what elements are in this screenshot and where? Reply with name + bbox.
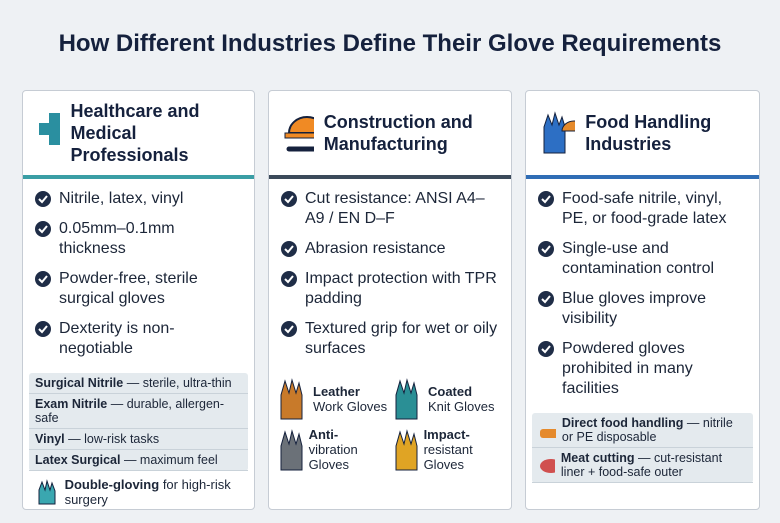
bullet: Blue gloves improve visibility: [538, 289, 749, 329]
bullet: Textured grip for wet or oily surfaces: [281, 319, 501, 359]
bullet-list: Food-safe nitrile, vinyl, PE, or food-gr…: [526, 179, 759, 413]
icon: [35, 271, 51, 287]
icon: [35, 321, 51, 337]
text: Nitrile, latex, vinyl: [59, 190, 184, 207]
healthcare-card: Healthcare and Medical Professionals Nit…: [22, 90, 255, 510]
bullet: 0.05mm–0.1mm thickness: [35, 219, 244, 259]
text: vibration Gloves: [308, 442, 358, 472]
text: Powder-free, sterile surgical gloves: [59, 270, 198, 307]
text: Impact-: [423, 427, 470, 442]
text: Coated: [428, 384, 473, 399]
table-row: Meat cutting — cut-resistant liner + foo…: [532, 448, 753, 483]
table-row: Surgical Nitrile — sterile, ultra-thin: [29, 373, 248, 394]
text: Anti-: [308, 427, 339, 442]
glove-item: Coated Knit Gloves: [392, 377, 503, 421]
text: Meat cutting: [560, 451, 635, 465]
text: Cut resistance: ANSI A4–A9 / EN D–F: [305, 190, 485, 227]
medical-icon: [39, 113, 61, 152]
table-row: Vinyl — low-risk tasks: [29, 429, 248, 450]
text: Single-use and contamination control: [562, 240, 715, 277]
bullet: Powder-free, sterile surgical gloves: [35, 269, 244, 309]
card-heading: Food Handling Industries: [585, 112, 712, 154]
text: — maximum feel: [123, 453, 218, 467]
bullet-list: Nitrile, latex, vinyl 0.05mm–0.1mm thick…: [23, 179, 254, 373]
text: Latex Surgical: [35, 453, 121, 467]
icon: [280, 378, 303, 420]
icon: [395, 378, 418, 420]
bullet: Single-use and contamination control: [538, 239, 749, 279]
text: — durable, allergen-safe: [35, 397, 225, 425]
construction-card: Construction and Manufacturing Cut resis…: [268, 90, 512, 510]
text: Work Gloves: [313, 399, 388, 414]
icon: [538, 341, 554, 357]
food-icon: [543, 111, 576, 154]
text: — cut-resistant liner + food-safe outer: [560, 451, 723, 479]
icon: [281, 271, 297, 287]
text: Surgical Nitrile: [35, 376, 124, 390]
card-header: Food Handling Industries: [526, 91, 759, 179]
text: Leather: [313, 384, 360, 399]
icon: [35, 221, 51, 237]
text: — nitrile or PE disposable: [561, 416, 733, 444]
icon: [35, 191, 51, 207]
text: Dexterity is non-negotiable: [59, 320, 175, 357]
table-row: Direct food handling — nitrile or PE dis…: [532, 413, 753, 448]
glove-item: Anti-vibration Gloves: [277, 427, 388, 472]
icon: [281, 241, 297, 257]
icon: [538, 291, 554, 307]
page-title: How Different Industries Define Their Gl…: [58, 30, 722, 57]
tools-icon: [284, 116, 314, 152]
glove-icon: [38, 479, 56, 505]
bullet: Impact protection with TPR padding: [281, 269, 501, 309]
table-row: Exam Nitrile — durable, allergen-safe: [29, 394, 248, 429]
text: resistant Gloves: [423, 442, 473, 472]
text: Powdered gloves prohibited in many facil…: [562, 340, 693, 397]
icon: [281, 191, 297, 207]
glove-table: Surgical Nitrile — sterile, ultra-thin E…: [29, 373, 248, 471]
text: Food-safe nitrile, vinyl, PE, or food-gr…: [562, 190, 727, 227]
text: Impact protection with TPR padding: [305, 270, 497, 307]
food-card: Food Handling Industries Food-safe nitri…: [525, 90, 760, 510]
icon: [538, 191, 554, 207]
text: Textured grip for wet or oily surfaces: [305, 320, 498, 357]
text: for high-risk surgery: [64, 477, 231, 507]
table-row: Latex Surgical — maximum feel: [29, 450, 248, 471]
glove-item: Impact-resistant Gloves: [392, 427, 503, 472]
card-heading: Construction and Manufacturing: [323, 112, 473, 154]
text: — low-risk tasks: [68, 432, 160, 446]
bullet: Cut resistance: ANSI A4–A9 / EN D–F: [281, 189, 501, 229]
text: Abrasion resistance: [305, 240, 446, 257]
icon: [540, 459, 555, 473]
text: Exam Nitrile: [35, 397, 108, 411]
bullet: Food-safe nitrile, vinyl, PE, or food-gr…: [538, 189, 749, 229]
text: Knit Gloves: [428, 399, 495, 414]
glove-grid: Leather Work Gloves Coated Knit Gloves Ant…: [269, 373, 511, 476]
bullet: Nitrile, latex, vinyl: [35, 189, 244, 209]
card-header: Healthcare and Medical Professionals: [23, 91, 254, 179]
icon: [281, 321, 297, 337]
bullet: Powdered gloves prohibited in many facil…: [538, 339, 749, 399]
text: — sterile, ultra-thin: [126, 376, 232, 390]
icon: [540, 429, 556, 438]
text: Double-gloving: [64, 477, 160, 492]
bullet: Abrasion resistance: [281, 239, 501, 259]
card-header: Construction and Manufacturing: [269, 91, 511, 179]
text: Vinyl: [35, 432, 65, 446]
card-heading: Healthcare and Medical Professionals: [70, 101, 200, 165]
glove-item: Leather Work Gloves: [277, 377, 388, 421]
bullet: Dexterity is non-negotiable: [35, 319, 244, 359]
icon: [395, 428, 418, 470]
icon: [280, 428, 303, 470]
icon: [538, 241, 554, 257]
bullet-list: Cut resistance: ANSI A4–A9 / EN D–F Abra…: [269, 179, 511, 373]
text: Blue gloves improve visibility: [562, 290, 707, 327]
text: 0.05mm–0.1mm thickness: [59, 220, 175, 257]
note: Double-gloving for high-risk surgery: [23, 471, 254, 509]
text: Direct food handling: [561, 416, 684, 430]
food-table: Direct food handling — nitrile or PE dis…: [532, 413, 753, 483]
